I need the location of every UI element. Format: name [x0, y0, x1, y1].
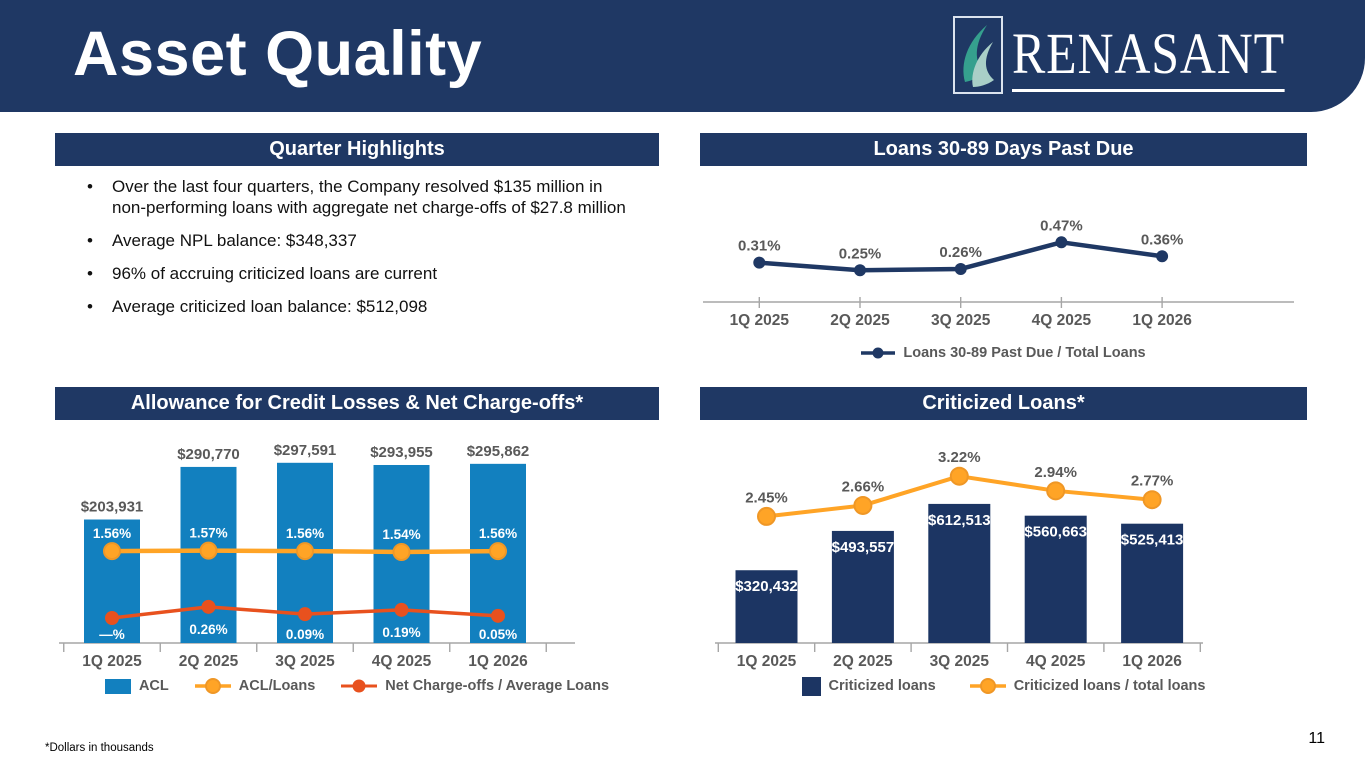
logo-underline — [1011, 88, 1285, 92]
svg-text:3Q 2025: 3Q 2025 — [930, 653, 990, 670]
criticized-chart-svg: 1Q 2025 2Q 2025 3Q 2025 4Q 2025 1Q 2026 $320,… — [715, 449, 1203, 670]
svg-text:1.56%: 1.56% — [286, 526, 324, 541]
svg-text:$297,591: $297,591 — [274, 442, 337, 459]
svg-text:1Q 2025: 1Q 2025 — [730, 312, 790, 329]
criticized-header: Criticized Loans* — [700, 387, 1307, 420]
legend-label: Net Charge-offs / Average Loans — [385, 678, 610, 694]
svg-text:2Q 2025: 2Q 2025 — [179, 653, 239, 670]
quarter-highlights-header: Quarter Highlights — [55, 133, 659, 166]
svg-text:1.56%: 1.56% — [479, 526, 517, 541]
footnote: *Dollars in thousands — [45, 742, 154, 754]
red-line-marker-icon — [341, 679, 378, 693]
slide-header: Asset Quality RENASANT — [0, 0, 1365, 112]
svg-text:3Q 2025: 3Q 2025 — [931, 312, 991, 329]
svg-text:$560,663: $560,663 — [1024, 524, 1087, 541]
svg-text:1Q 2026: 1Q 2026 — [1122, 653, 1182, 670]
bullet-item: 96% of accruing criticized loans are cur… — [75, 263, 635, 284]
legend-item-acl: ACL — [104, 678, 169, 694]
svg-text:0.26%: 0.26% — [189, 622, 227, 637]
svg-text:4Q 2025: 4Q 2025 — [372, 653, 432, 670]
svg-text:$493,557: $493,557 — [832, 539, 895, 556]
legend-item-criticized-ratio: Criticized loans / total loans — [969, 677, 1206, 695]
svg-text:1.57%: 1.57% — [189, 526, 227, 541]
legend-label: Loans 30-89 Past Due / Total Loans — [903, 345, 1146, 361]
renasant-swoosh-icon — [963, 25, 994, 87]
legend-label: Criticized loans / total loans — [1013, 678, 1206, 694]
svg-text:$612,513: $612,513 — [928, 512, 991, 529]
logo-wordmark: RENASANT — [1011, 20, 1285, 86]
criticized-legend: Criticized loans Criticized loans / tota… — [700, 676, 1307, 696]
page-number: 11 — [1308, 730, 1325, 747]
past-due-chart-svg: 1Q 2025 2Q 2025 3Q 2025 4Q 2025 1Q 2026 0.31%… — [703, 217, 1294, 329]
svg-text:3.22%: 3.22% — [938, 449, 981, 466]
svg-text:$320,432: $320,432 — [735, 578, 798, 595]
svg-text:$293,955: $293,955 — [370, 444, 433, 461]
svg-text:3Q 2025: 3Q 2025 — [275, 653, 335, 670]
acl-title: Allowance for Credit Losses & Net Charge… — [130, 392, 584, 414]
svg-text:$525,413: $525,413 — [1121, 532, 1184, 549]
quarter-highlights-title: Quarter Highlights — [269, 138, 445, 160]
acl-chart-svg: 1Q 2025 2Q 2025 3Q 2025 4Q 2025 1Q 2026 $203,… — [59, 442, 575, 670]
yellow-line-marker-icon — [969, 678, 1006, 694]
past-due-legend: Loans 30-89 Past Due / Total Loans — [700, 344, 1307, 362]
legend-label: ACL — [138, 678, 169, 694]
svg-text:0.47%: 0.47% — [1040, 217, 1083, 234]
legend-label: Criticized loans — [828, 678, 936, 694]
svg-text:1Q 2026: 1Q 2026 — [468, 653, 528, 670]
page-title: Asset Quality — [73, 19, 483, 89]
svg-text:0.31%: 0.31% — [738, 238, 781, 255]
svg-text:1Q 2025: 1Q 2025 — [82, 653, 142, 670]
legend-item-criticized: Criticized loans — [801, 676, 936, 696]
svg-text:0.25%: 0.25% — [839, 245, 882, 262]
svg-text:$295,862: $295,862 — [467, 443, 530, 460]
navy-bar-swatch-icon — [801, 676, 821, 696]
legend-item-acl-loans: ACL/Loans — [194, 677, 316, 695]
svg-text:$203,931: $203,931 — [81, 499, 144, 516]
legend-label: ACL/Loans — [238, 678, 316, 694]
svg-text:1Q 2026: 1Q 2026 — [1132, 312, 1192, 329]
svg-text:2.66%: 2.66% — [842, 478, 885, 495]
svg-text:2.94%: 2.94% — [1034, 464, 1077, 481]
svg-text:2Q 2025: 2Q 2025 — [833, 653, 893, 670]
blue-bar-swatch-icon — [104, 678, 131, 694]
bullet-item: Average criticized loan balance: $512,09… — [75, 296, 635, 317]
svg-text:0.36%: 0.36% — [1141, 231, 1184, 248]
criticized-chart: 1Q 2025 2Q 2025 3Q 2025 4Q 2025 1Q 2026 $320,… — [700, 425, 1307, 675]
quarter-highlights-list: Over the last four quarters, the Company… — [75, 176, 635, 329]
renasant-logo: RENASANT — [952, 16, 1329, 94]
acl-header: Allowance for Credit Losses & Net Charge… — [55, 387, 659, 420]
past-due-header: Loans 30-89 Days Past Due — [700, 133, 1307, 166]
svg-text:0.09%: 0.09% — [286, 627, 324, 642]
svg-text:2.77%: 2.77% — [1131, 473, 1174, 490]
acl-legend: ACL ACL/Loans Net Charge-offs / Average … — [55, 676, 659, 696]
svg-text:1Q 2025: 1Q 2025 — [737, 653, 797, 670]
svg-text:1.56%: 1.56% — [93, 526, 131, 541]
criticized-title: Criticized Loans* — [922, 392, 1085, 414]
past-due-chart: 1Q 2025 2Q 2025 3Q 2025 4Q 2025 1Q 2026 0.31%… — [700, 166, 1307, 342]
svg-text:$290,770: $290,770 — [177, 446, 240, 463]
svg-text:4Q 2025: 4Q 2025 — [1032, 312, 1092, 329]
acl-chart: 1Q 2025 2Q 2025 3Q 2025 4Q 2025 1Q 2026 $203,… — [55, 425, 659, 675]
svg-text:2Q 2025: 2Q 2025 — [830, 312, 890, 329]
legend-item-nco: Net Charge-offs / Average Loans — [341, 677, 609, 695]
yellow-line-marker-icon — [194, 678, 231, 694]
svg-text:4Q 2025: 4Q 2025 — [1026, 653, 1086, 670]
bullet-item: Over the last four quarters, the Company… — [75, 176, 635, 218]
navy-line-marker-icon — [861, 347, 896, 359]
svg-text:1.54%: 1.54% — [382, 527, 420, 542]
past-due-title: Loans 30-89 Days Past Due — [873, 138, 1134, 160]
bullet-item: Average NPL balance: $348,337 — [75, 230, 635, 251]
svg-text:0.26%: 0.26% — [939, 244, 982, 261]
svg-text:0.05%: 0.05% — [479, 627, 517, 642]
svg-text:2.45%: 2.45% — [745, 489, 788, 506]
legend-item-past-due-ratio: Loans 30-89 Past Due / Total Loans — [861, 345, 1146, 361]
svg-text:—%: —% — [99, 627, 125, 642]
renasant-logo-mark — [952, 16, 1003, 94]
svg-text:0.19%: 0.19% — [382, 625, 420, 640]
